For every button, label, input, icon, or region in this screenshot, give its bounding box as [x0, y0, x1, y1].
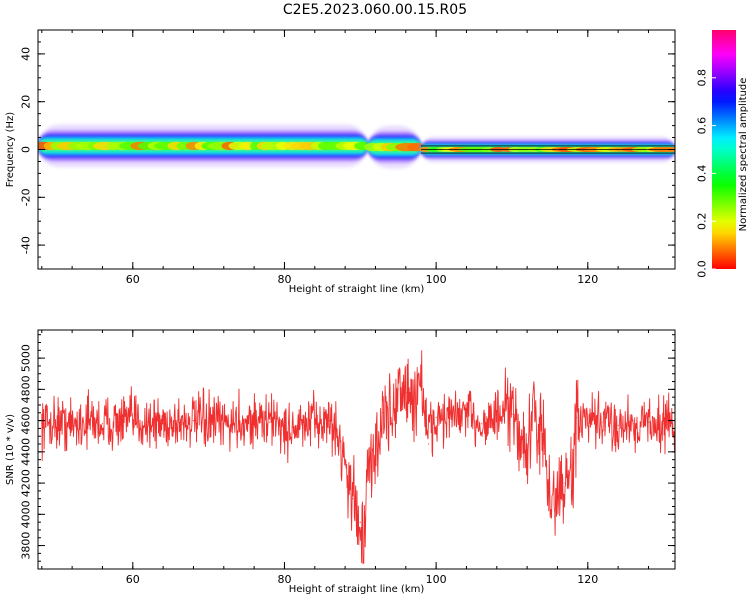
snr-data-point: [71, 424, 73, 426]
snr-data-point: [359, 521, 361, 523]
snr-y-tick-label: 3800: [20, 532, 33, 560]
snr-data-point: [41, 423, 43, 425]
snr-data-point: [405, 391, 407, 394]
snr-data-point: [101, 423, 104, 425]
spec-y-axis-label: Frequency (Hz): [5, 112, 16, 188]
snr-data-point: [344, 459, 346, 461]
snr-data-point: [283, 432, 286, 434]
snr-data-point: [238, 421, 240, 423]
colorbar: 0.0 0.2 0.4 0.6 0.8 Normalized spectral ampli…: [696, 30, 749, 278]
colorbar-tick-label: 0.2: [696, 212, 709, 230]
spec-x-axis-label: Height of straight line (km): [289, 284, 425, 295]
snr-data-point: [291, 426, 293, 428]
snr-data-point: [663, 423, 665, 425]
snr-y-tick-label: 4400: [20, 438, 33, 466]
snr-data-point: [450, 416, 452, 419]
spectrogram-panel: 60 80 100 120 -40 -20 0 20 40 Height of straight …: [5, 29, 676, 295]
colorbar-tick-label: 0.4: [696, 165, 709, 183]
snr-data-point: [541, 435, 543, 437]
spec-x-tick-label: 80: [277, 273, 291, 286]
snr-data-point: [374, 451, 377, 453]
snr-x-tick-label: 120: [577, 573, 598, 586]
snr-y-axis-label: SNR (10 * v/v): [5, 414, 16, 485]
snr-data-point: [336, 435, 339, 437]
snr-data-point: [208, 421, 210, 423]
snr-data-point: [192, 420, 195, 422]
snr-data-point: [587, 423, 589, 425]
snr-data-point: [572, 476, 574, 478]
snr-data-point: [382, 412, 384, 414]
colorbar-tick-label: 0.8: [696, 69, 709, 87]
snr-y-tick-label: 4200: [20, 469, 33, 497]
snr-data-point: [427, 443, 430, 445]
snr-data-point: [534, 412, 536, 414]
spec-y-tick-label: -40: [20, 236, 33, 254]
snr-data-points: [41, 373, 675, 547]
snr-data-point: [56, 421, 58, 423]
spec-x-tick-label: 120: [577, 273, 598, 286]
snr-data-point: [526, 451, 528, 453]
snr-data-point: [420, 373, 422, 375]
snr-data-point: [352, 498, 354, 500]
spec-y-tick-label: 40: [20, 47, 33, 61]
snr-x-tick-label: 60: [126, 573, 140, 586]
snr-data-point: [556, 494, 559, 497]
snr-data-point: [363, 544, 365, 547]
snr-data-point: [117, 421, 119, 423]
colorbar-scale: [712, 30, 736, 269]
snr-y-tick-label: 4000: [20, 500, 33, 528]
snr-data-point: [132, 420, 134, 422]
colorbar-tick-label: 0.0: [696, 260, 709, 278]
snr-frame: [37, 329, 676, 570]
snr-data-point: [575, 416, 578, 419]
snr-x-tick-label: 100: [426, 573, 447, 586]
snr-data-point: [518, 432, 521, 434]
spec-y-tick-label: 0: [20, 146, 33, 153]
snr-data-point: [367, 474, 369, 476]
snr-y-tick-label: 4600: [20, 407, 33, 435]
snr-data-point: [602, 421, 604, 423]
snr-data-point: [632, 423, 634, 425]
snr-data-point: [465, 413, 468, 415]
snr-y-tick-label: 4800: [20, 375, 33, 403]
spec-y-tick-label: 20: [20, 95, 33, 109]
snr-data-point: [314, 421, 316, 423]
chart-title: C2E5.2023.060.00.15.R05: [282, 2, 468, 18]
spectral-ridge: [38, 124, 675, 169]
spec-x-tick-label: 60: [126, 273, 140, 286]
snr-data-point: [511, 413, 513, 415]
snr-data-point: [435, 416, 437, 419]
snr-data-point: [162, 423, 164, 425]
snr-data-point: [276, 416, 278, 419]
snr-data-point: [549, 501, 551, 503]
snr-data-point: [412, 404, 414, 406]
snr-panel: 60 80 100 120 3800 4000 4200 4400 4600 4800 5000 He…: [5, 329, 676, 595]
snr-data-point: [564, 482, 566, 484]
colorbar-label: Normalized spectral amplitude: [738, 78, 749, 232]
snr-data-point: [268, 421, 270, 423]
snr-data-point: [177, 421, 179, 423]
snr-data-point: [617, 424, 619, 426]
colorbar-tick-label: 0.6: [696, 117, 709, 135]
snr-data-point: [647, 421, 650, 423]
snr-data-point: [481, 423, 483, 425]
snr-x-tick-label: 80: [277, 573, 291, 586]
snr-data-point: [390, 420, 392, 422]
snr-data-point: [147, 421, 149, 423]
snr-data-point: [223, 423, 225, 425]
snr-data-point: [397, 388, 399, 390]
snr-series-line: [41, 350, 675, 564]
snr-x-axis-label: Height of straight line (km): [289, 584, 425, 595]
snr-y-tick-label: 5000: [20, 344, 33, 372]
spec-y-tick-label: -20: [20, 188, 33, 206]
snr-data-point: [329, 420, 331, 422]
snr-data-point: [299, 427, 301, 430]
snr-data-point: [496, 416, 498, 419]
spec-x-tick-label: 100: [426, 273, 447, 286]
snr-data-point: [253, 420, 255, 422]
snr-data-point: [86, 420, 88, 422]
